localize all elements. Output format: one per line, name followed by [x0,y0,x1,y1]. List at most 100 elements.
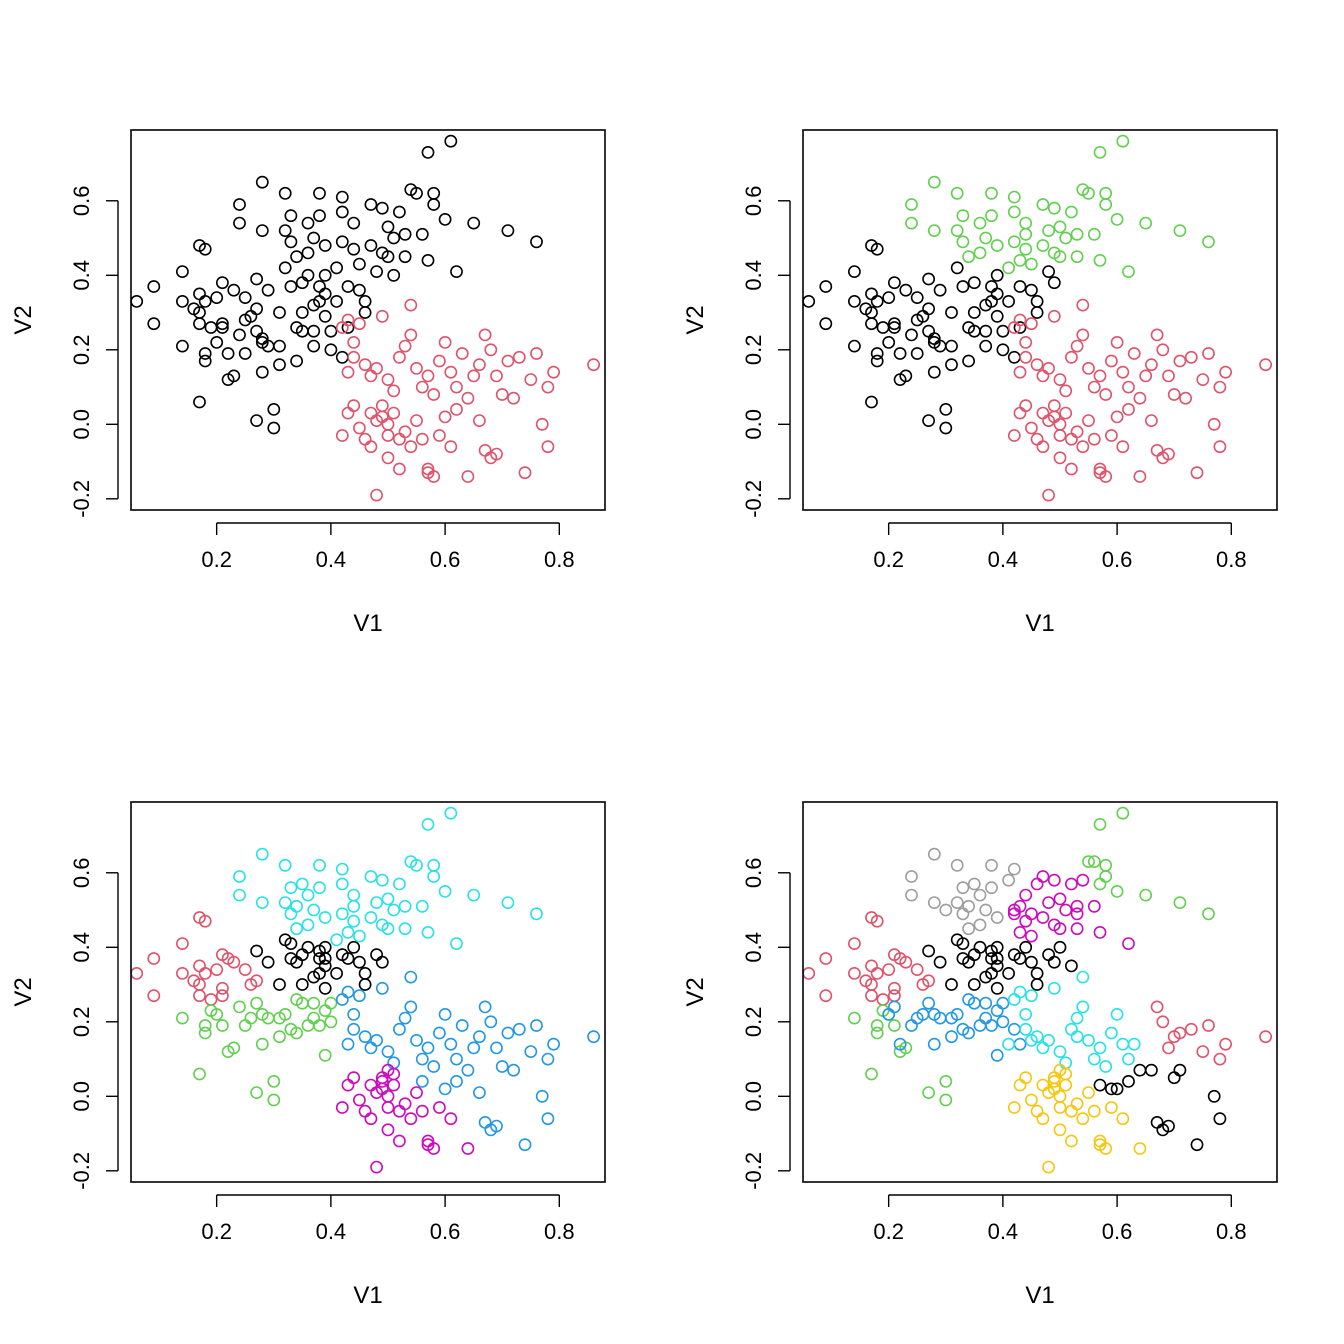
data-point [267,1093,281,1107]
data-point [1202,235,1215,249]
data-point [370,1160,383,1174]
data-point [1025,283,1038,297]
data-point [848,294,861,308]
data-point [381,250,395,264]
data-point [318,981,332,995]
data-point [950,186,964,200]
data-point [973,888,987,902]
y-axis: -0.2 0.0 0.2 0.4 0.6 V2 [682,857,791,1190]
data-point [865,395,878,409]
data-point [261,283,275,297]
data-point [404,1112,418,1126]
data-point [1173,1063,1187,1077]
data-point [1042,1034,1055,1047]
data-point [950,858,964,872]
data-point [1059,231,1073,245]
data-point [1070,922,1084,936]
data-point [1025,989,1038,1003]
data-point [1122,380,1135,394]
data-point [478,1000,492,1014]
data-point [1007,205,1021,219]
data-point [1116,440,1130,454]
data-point [1213,1052,1227,1066]
x-axis-title: V1 [353,1282,382,1309]
data-point [1213,1112,1227,1126]
data-point [364,198,378,211]
data-point [1002,294,1015,308]
data-point [1013,313,1027,327]
data-point [318,952,332,965]
data-point [1042,488,1055,502]
y-axis: -0.2 0.0 0.2 0.4 0.6 V2 [10,185,119,518]
x-axis: 0.2 0.4 0.6 0.8 V1 [201,522,575,637]
data-point [1053,451,1067,465]
data-point [398,339,412,353]
data-point [404,298,418,312]
data-point [175,937,189,950]
data-point [318,268,332,282]
data-point [848,1011,861,1025]
data-point [1127,1037,1141,1051]
data-point [238,963,252,976]
data-point [392,350,406,364]
data-point [495,1060,509,1073]
x-tick-label: 0.4 [316,1219,347,1244]
data-point [1173,354,1187,368]
data-point [370,1034,383,1047]
scatter-panel-4: 0.2 0.4 0.6 0.8 V1 -0.2 0.0 0.2 0.4 0.6 V2 [682,801,1278,1309]
data-point [1030,978,1044,991]
x-tick-label: 0.6 [430,1219,461,1244]
data-point [950,1008,964,1021]
data-point [541,380,555,394]
data-point [962,354,975,368]
data-point [375,1075,389,1088]
data-point [250,1086,263,1099]
x-axis-title: V1 [1025,610,1054,637]
data-point [364,440,378,454]
data-point [888,317,901,331]
x-tick-label: 0.2 [201,1219,232,1244]
data-point [392,1022,406,1036]
data-point [1070,227,1084,241]
data-point [410,186,423,200]
data-point [1047,1075,1061,1088]
data-point [267,402,281,416]
data-point [193,317,206,331]
data-point [962,1026,975,1040]
data-point [284,209,298,223]
data-point [484,1015,498,1029]
data-point [370,896,383,909]
scatter-panel-3: 0.2 0.4 0.6 0.8 V1 -0.2 0.0 0.2 0.4 0.6 V2 [10,801,606,1309]
data-point [233,198,246,211]
data-point [1002,873,1015,887]
data-point [1116,365,1130,379]
data-point [387,1067,401,1081]
data-point [347,1022,361,1036]
data-point [438,1082,452,1096]
x-tick-label: 0.6 [1102,1219,1133,1244]
data-point [450,1075,463,1088]
data-point [215,317,229,331]
data-point [1093,369,1107,383]
data-point [193,395,206,409]
data-point [427,186,441,200]
data-point [848,265,861,278]
data-point [267,421,281,435]
data-point [922,302,935,316]
data-point [905,216,918,230]
data-point [1202,907,1215,921]
data-point [1007,429,1021,442]
data-point [1076,328,1090,342]
data-point [1059,903,1073,917]
data-point [1122,1052,1135,1066]
data-point [318,911,332,924]
data-point [985,186,998,200]
data-point [255,332,269,345]
data-point [945,306,958,319]
data-point [939,421,953,435]
data-point [985,858,998,872]
data-point [899,955,913,969]
data-point [278,186,292,200]
data-point [888,321,901,334]
